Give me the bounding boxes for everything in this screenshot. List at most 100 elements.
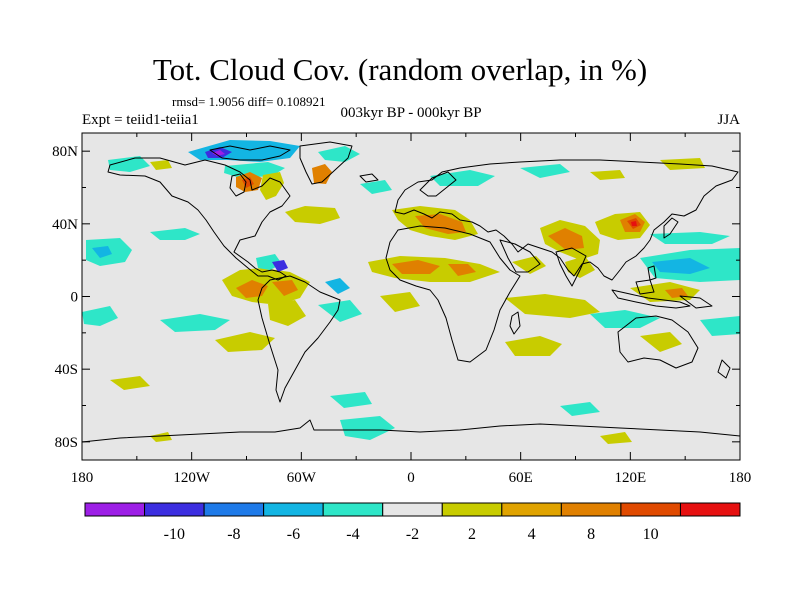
lon-tick-label: 60E: [509, 470, 533, 486]
lon-tick-label: 180: [729, 470, 752, 486]
anomaly-region: [448, 264, 476, 276]
colorbar-swatch: [84, 502, 146, 517]
anomaly-region: [160, 314, 230, 332]
anomaly-region: [82, 306, 118, 326]
coastline-greenland: [299, 141, 353, 185]
lon-tick-label: 60W: [287, 470, 317, 486]
coastline-india: [555, 247, 587, 287]
stats-label: rmsd= 1.9056 diff= 0.108921: [172, 94, 326, 109]
coastline-eurasia: [394, 159, 739, 281]
anomaly-region: [700, 316, 740, 336]
anomaly-region: [630, 282, 700, 302]
anomaly-region: [212, 150, 225, 156]
anomaly-region: [415, 214, 466, 234]
anomaly-region: [640, 332, 682, 352]
coastline-iceland: [359, 173, 379, 183]
coastline-antarctica: [82, 419, 740, 443]
anomaly-region: [665, 288, 688, 298]
coastline-indonesia: [611, 289, 691, 309]
anomaly-region: [590, 310, 660, 328]
coastline-new-zealand: [717, 359, 731, 379]
anomaly-region: [268, 300, 306, 326]
coastlines: [82, 141, 740, 443]
anomaly-region: [318, 146, 360, 162]
anomaly-region: [430, 170, 495, 186]
anomaly-region: [505, 336, 562, 356]
anomaly-region: [600, 432, 632, 444]
anomaly-region: [285, 206, 340, 224]
lat-tick-label: 80N: [52, 144, 78, 160]
anomaly-region: [92, 246, 112, 258]
lon-tick-label: 120W: [173, 470, 211, 486]
colorbar-label: -6: [287, 526, 300, 543]
colorbar-label: 4: [528, 526, 536, 543]
anomaly-region: [590, 170, 625, 180]
axis-labels: 180 120W 60W 0 60E 120E 180 80N 40N 0 40S 80S: [52, 144, 751, 486]
anomaly-region: [110, 376, 150, 390]
coastline-scandinavia: [419, 171, 457, 197]
anomaly-region: [650, 232, 730, 244]
anomaly-region: [312, 164, 332, 184]
lon-tick-label: 0: [407, 470, 415, 486]
lat-tick-label: 40N: [52, 217, 78, 233]
colorbar-label: -10: [164, 526, 185, 543]
anomaly-region: [505, 294, 600, 318]
anomaly-region: [392, 260, 440, 274]
colorbar-swatch: [620, 502, 681, 517]
anomaly-region: [215, 332, 275, 352]
anomaly-region: [330, 392, 372, 408]
colorbar-swatch: [322, 502, 384, 517]
coastline-madagascar: [509, 311, 521, 335]
colorbar-swatch: [144, 502, 205, 517]
axis-ticks: [81, 133, 741, 460]
anomaly-region: [652, 258, 710, 274]
colorbar-swatch: [441, 502, 503, 517]
lat-tick-label: 0: [71, 290, 79, 306]
coastline-africa: [385, 225, 521, 363]
colorbar-label: 8: [587, 526, 595, 543]
colorbar-label: -8: [227, 526, 240, 543]
anomaly-region: [260, 172, 284, 200]
coastline-new-guinea: [679, 295, 713, 309]
coastline-japan: [663, 217, 679, 239]
colorbar-label: 2: [468, 526, 476, 543]
colorbar-label: 10: [643, 526, 659, 543]
anomaly-region: [340, 416, 395, 440]
anomaly-region: [548, 228, 584, 250]
anomaly-region: [560, 402, 600, 416]
season-label: JJA: [717, 112, 740, 128]
lat-tick-label: 40S: [55, 362, 78, 378]
coastline-philippines: [647, 265, 657, 281]
colorbar-swatch: [501, 502, 562, 517]
coastline-hudson-bay: [229, 173, 247, 197]
colorbar-swatch: [382, 502, 443, 517]
coastline-australia: [617, 315, 699, 369]
colorbar: -10 -8 -6 -4 -2 2 4 8 10: [84, 502, 741, 543]
colorbar-swatch: [679, 502, 741, 517]
colorbar-swatch: [203, 502, 265, 517]
lon-tick-label: 120E: [614, 470, 646, 486]
anomaly-region: [272, 260, 288, 272]
coastline-north-america: [107, 157, 291, 281]
anomaly-region: [520, 164, 570, 178]
anomaly-region: [325, 278, 350, 294]
coastline-arctic-islands: [209, 145, 291, 161]
colorbar-label: -2: [406, 526, 419, 543]
anomaly-region: [380, 292, 420, 312]
colorbar-swatch: [560, 502, 622, 517]
coastline-arabia: [499, 239, 541, 273]
anomaly-field: [82, 140, 740, 444]
experiment-label: Expt = teiid1-teiia1: [82, 112, 199, 128]
anomaly-region: [150, 160, 172, 170]
period-label: 003kyr BP - 000kyr BP: [340, 105, 482, 121]
anomaly-region: [150, 432, 172, 442]
anomaly-region: [108, 156, 150, 172]
coastline-borneo: [635, 279, 655, 295]
lon-tick-label: 180: [71, 470, 94, 486]
colorbar-label: -4: [346, 526, 359, 543]
lat-tick-label: 80S: [55, 435, 78, 451]
coastline-south-america: [257, 275, 341, 403]
plot-title: Tot. Cloud Cov. (random overlap, in %): [152, 52, 648, 87]
anomaly-region: [150, 228, 200, 240]
